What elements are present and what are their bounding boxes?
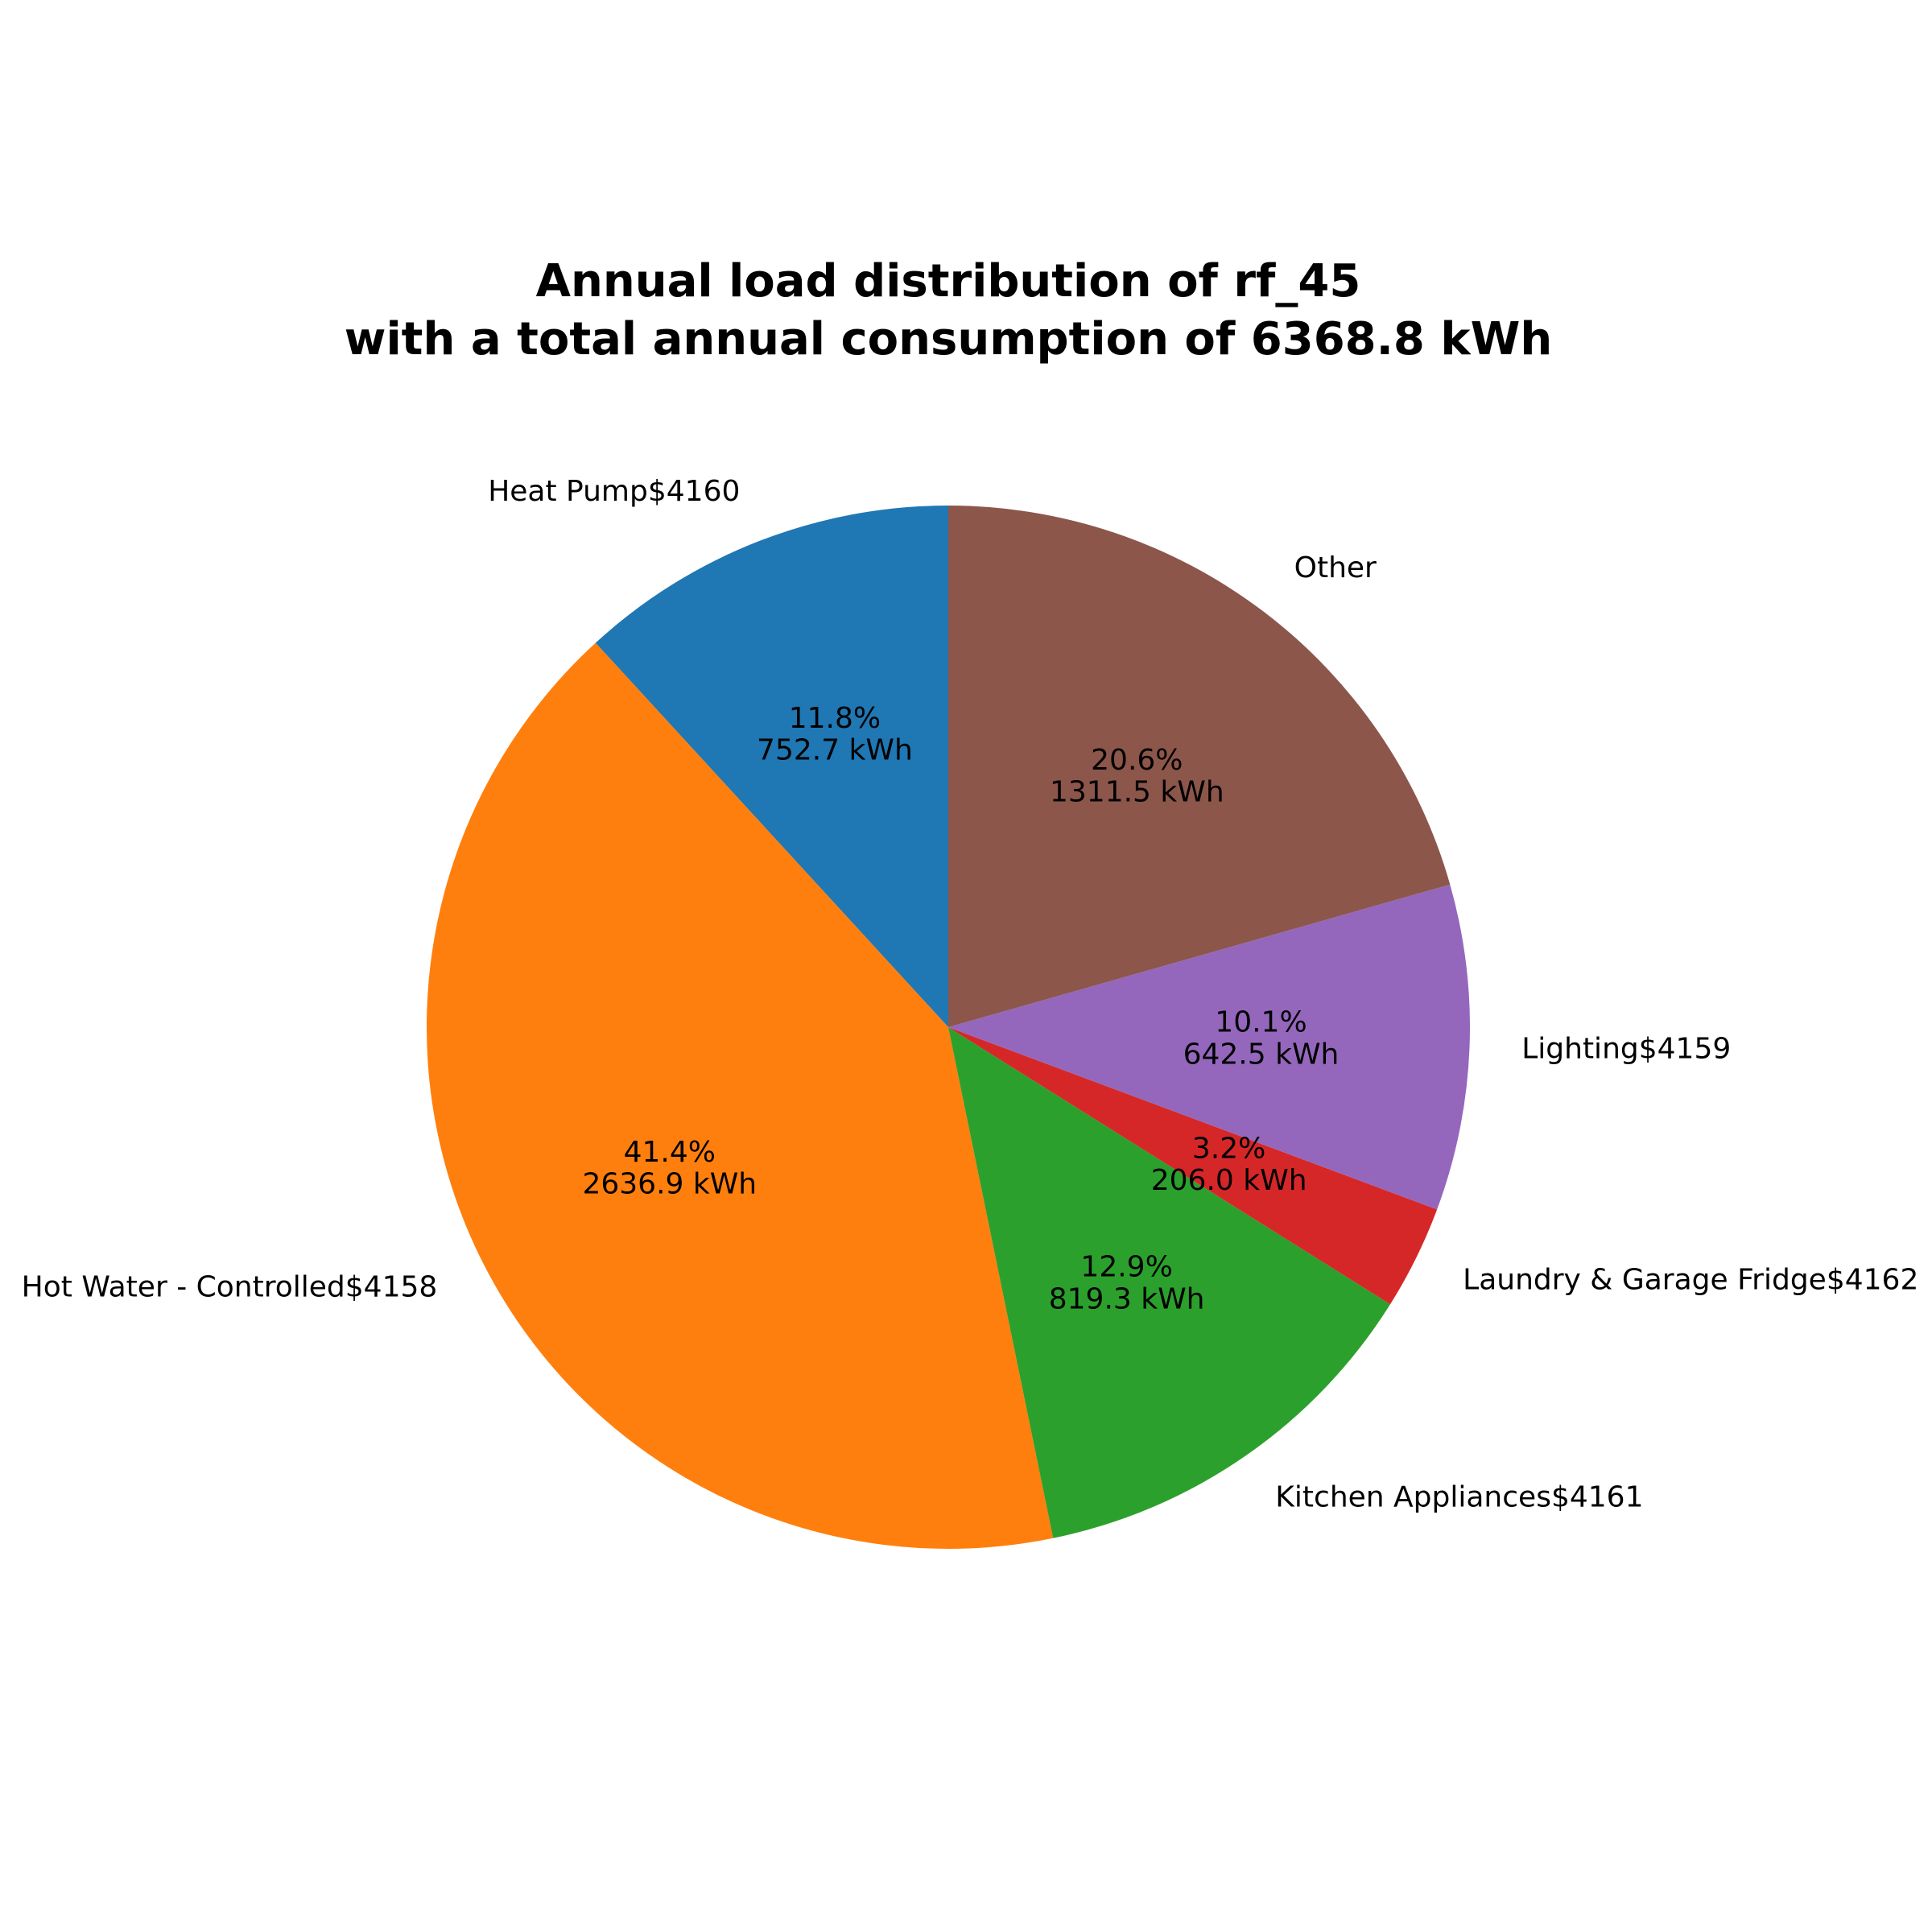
chart-title-line-2: with a total annual consumption of 6368.… — [345, 313, 1553, 365]
pie-slice — [427, 642, 1054, 1549]
pie-slices — [427, 506, 1471, 1549]
slice-value-label: 642.5 kWh — [1183, 1038, 1340, 1071]
pie-slice — [948, 1027, 1390, 1538]
slice-label: Hot Water - Controlled$4158 — [22, 1270, 438, 1303]
pie-slice — [948, 884, 1471, 1210]
slice-label: Other — [1294, 551, 1377, 584]
pie-slice — [948, 1027, 1438, 1305]
slice-label: Kitchen Appliances$4161 — [1275, 1481, 1643, 1514]
pie-labels: Heat Pump$4160 11.8%752.7 kWh Hot Water - … — [22, 475, 1919, 1514]
slice-value-label: 2636.9 kWh — [582, 1168, 757, 1201]
slice-percent-label: 3.2% — [1192, 1132, 1265, 1165]
slice-label: Lighting$4159 — [1521, 1032, 1731, 1065]
pie-slice — [595, 506, 948, 1027]
slice-value-label: 752.7 kWh — [757, 733, 913, 766]
slice-value-label: 819.3 kWh — [1049, 1282, 1205, 1315]
pie-slice — [948, 506, 1451, 1027]
slice-percent-label: 20.6% — [1091, 744, 1183, 777]
slice-label: Laundry & Garage Fridge$4162 — [1463, 1264, 1918, 1297]
slice-value-label: 1311.5 kWh — [1050, 776, 1224, 809]
slice-percent-label: 12.9% — [1080, 1251, 1172, 1284]
slice-percent-label: 10.1% — [1215, 1006, 1307, 1039]
slice-value-label: 206.0 kWh — [1151, 1164, 1307, 1197]
slice-label: Heat Pump$4160 — [488, 475, 740, 508]
slice-percent-label: 41.4% — [624, 1136, 716, 1169]
chart-title-line-1: Annual load distribution of rf_45 — [536, 255, 1361, 308]
slice-percent-label: 11.8% — [789, 702, 881, 735]
